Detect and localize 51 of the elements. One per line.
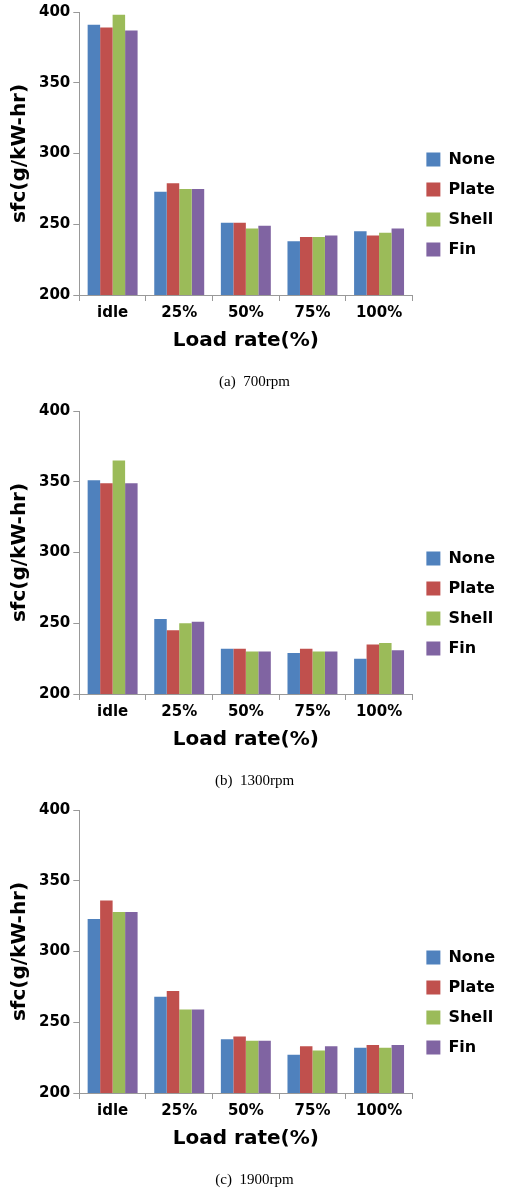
y-axis-title: sfc(g/kW-hr): [6, 83, 31, 224]
x-tick-label: 75%: [294, 701, 331, 720]
x-tick-label: idle: [97, 701, 129, 720]
x-tick-label: 75%: [294, 302, 331, 321]
legend-label: Fin: [448, 1036, 477, 1056]
y-axis-title: sfc(g/kW-hr): [6, 482, 31, 623]
x-axis-title: Load rate(%): [172, 726, 319, 751]
legend-label: Plate: [448, 178, 496, 198]
y-tick-label: 200: [39, 1082, 71, 1101]
legend-label: Plate: [448, 577, 496, 597]
y-tick-label: 400: [39, 400, 71, 419]
text: (b) 1300rpm: [214, 771, 295, 789]
text: (c) 1900rpm: [215, 1170, 294, 1188]
legend-label: Shell: [448, 1006, 494, 1026]
x-tick-label: idle: [97, 302, 129, 321]
legend-label: None: [448, 547, 496, 567]
y-tick-label: 350: [39, 870, 71, 889]
x-tick-label: 25%: [161, 302, 198, 321]
x-tick-label: 100%: [355, 1100, 403, 1119]
x-tick-label: 50%: [227, 1100, 264, 1119]
x-tick-label: 25%: [161, 1100, 198, 1119]
legend-label: Shell: [448, 607, 494, 627]
text: (a) 700rpm: [219, 372, 291, 390]
x-tick-label: 100%: [355, 701, 403, 720]
y-tick-label: 250: [39, 1012, 71, 1031]
y-tick-label: 300: [39, 941, 71, 960]
x-tick-label: 75%: [294, 1100, 331, 1119]
y-tick-label: 300: [39, 143, 71, 162]
x-tick-label: 100%: [355, 302, 403, 321]
x-tick-label: 50%: [227, 701, 264, 720]
y-tick-label: 250: [39, 613, 71, 632]
x-axis-title: Load rate(%): [172, 327, 319, 352]
x-tick-label: idle: [97, 1100, 129, 1119]
y-tick-label: 350: [39, 471, 71, 490]
legend-label: Plate: [448, 976, 496, 996]
y-tick-label: 200: [39, 683, 71, 702]
legend-label: Fin: [448, 637, 477, 657]
legend-label: Shell: [448, 208, 494, 228]
x-tick-label: 25%: [161, 701, 198, 720]
y-tick-label: 350: [39, 72, 71, 91]
legend-label: None: [448, 946, 496, 966]
y-axis-title: sfc(g/kW-hr): [6, 881, 31, 1022]
legend-label: Fin: [448, 238, 477, 258]
y-tick-label: 250: [39, 214, 71, 233]
x-tick-label: 50%: [227, 302, 264, 321]
y-tick-label: 200: [39, 284, 71, 303]
y-tick-label: 400: [39, 1, 71, 20]
legend-label: None: [448, 148, 496, 168]
y-tick-label: 400: [39, 799, 71, 818]
x-axis-title: Load rate(%): [172, 1125, 319, 1150]
y-tick-label: 300: [39, 542, 71, 561]
